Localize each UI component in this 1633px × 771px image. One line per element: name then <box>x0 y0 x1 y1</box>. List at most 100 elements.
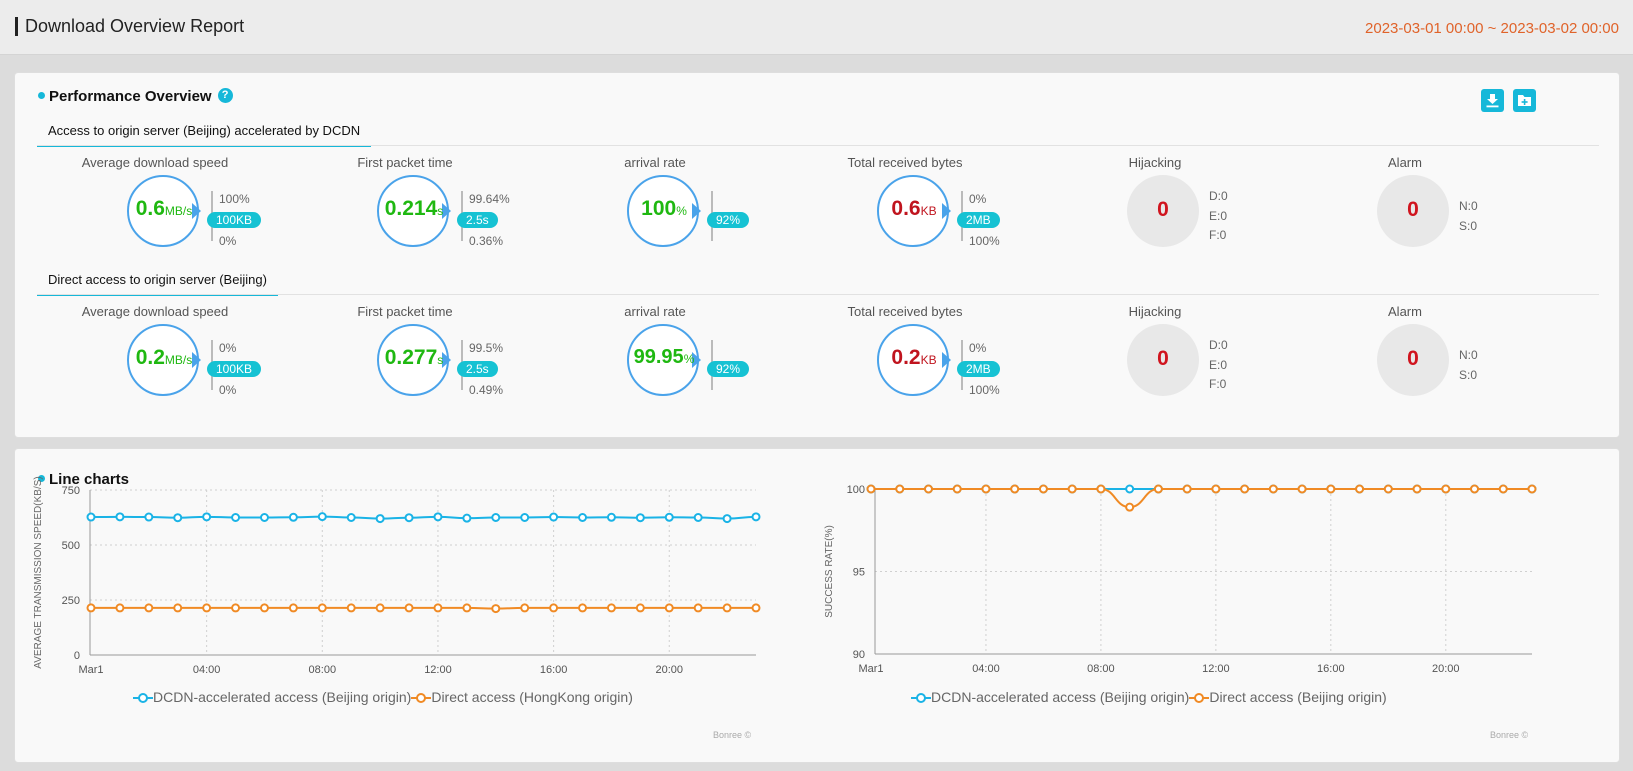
data-point <box>1326 484 1336 494</box>
metric-alarm: Alarm 0 N:0 S:0 <box>1315 304 1575 424</box>
pct-above: 0% <box>219 341 237 355</box>
data-point <box>346 603 356 613</box>
first-packet-gauge: 0.277s <box>377 324 453 400</box>
data-point <box>549 512 559 522</box>
data-point <box>1355 484 1365 494</box>
pct-below: 0% <box>219 383 237 397</box>
section-title-text: Line charts <box>49 471 130 488</box>
hijacking-e: E:0 <box>1209 357 1228 372</box>
data-point <box>259 513 269 522</box>
x-tick-label: 20:00 <box>655 664 683 676</box>
data-point <box>404 603 414 613</box>
success-rate-line-chart: 90 95 100 Mar1 04:00 08:00 12:00 16:00 20:00 SUCC… <box>805 449 1621 764</box>
metric-label: arrival rate <box>624 304 686 319</box>
gauge-number: 0.6 <box>135 197 165 220</box>
alarm-s: S:0 <box>1459 367 1478 382</box>
metric-first-packet-time: First packet time 0.214s 99.64% 2.5s 0.3… <box>315 155 575 275</box>
data-point <box>722 514 732 524</box>
metric-label: Total received bytes <box>847 155 963 170</box>
data-point <box>491 604 501 614</box>
metric-label: Alarm <box>1388 155 1422 170</box>
x-tick-label: 12:00 <box>1202 663 1230 675</box>
threshold-pill: 100KB <box>207 212 262 228</box>
data-point <box>202 603 212 613</box>
data-point <box>231 603 241 613</box>
legend-item[interactable]: DCDN-accelerated access (Beijing origin) <box>911 689 1189 705</box>
x-tick-label: 04:00 <box>972 663 1000 675</box>
legend-item[interactable]: Direct access (Beijing origin) <box>1189 689 1387 705</box>
y-axis-label: AVERAGE TRANSMISSION SPEED(KB/S) <box>33 476 44 668</box>
gauge-unit: s <box>437 353 444 367</box>
series-line-orange <box>870 488 1532 509</box>
pct-above: 0% <box>969 341 987 355</box>
hijacking-e: E:0 <box>1209 208 1228 223</box>
data-point <box>1498 484 1508 494</box>
threshold-pill: 2.5s <box>457 361 498 377</box>
metric-hijacking: Hijacking 0 D:0 E:0 F:0 <box>1065 155 1325 275</box>
alarm-count: 0 <box>1407 198 1419 221</box>
metric-average-download-speed: Average download speed 0.2MB/s 0% 100KB … <box>65 304 325 424</box>
data-point <box>86 603 96 613</box>
tab-divider <box>37 145 1599 146</box>
chart-credit: Bonree © <box>713 730 752 740</box>
gauge-pointer <box>942 203 951 219</box>
metric-arrival-rate: arrival rate 99.95% 92% <box>565 304 825 424</box>
download-button[interactable] <box>1481 89 1504 112</box>
hijacking-d: D:0 <box>1209 189 1228 203</box>
arrival-gauge: 99.95% <box>627 324 703 400</box>
gauge-unit: % <box>676 204 687 218</box>
x-tick-label: 08:00 <box>309 664 337 676</box>
data-point <box>259 603 269 613</box>
data-point <box>1153 484 1163 494</box>
gauge-circle <box>627 324 699 396</box>
gauge-pointer <box>192 352 201 368</box>
performance-overview-panel: Performance Overview? Access to origin s… <box>14 72 1620 438</box>
tab-dcdn-accelerated[interactable]: Access to origin server (Beijing) accele… <box>37 120 372 147</box>
alarm-breakdown: N:0 S:0 <box>1459 197 1478 236</box>
metric-hijacking: Hijacking 0 D:0 E:0 F:0 <box>1065 304 1325 424</box>
export-button[interactable] <box>1513 89 1536 112</box>
help-icon[interactable]: ? <box>217 87 233 103</box>
chart-credit: Bonree © <box>1490 730 1529 740</box>
legend-marker-icon <box>911 693 931 704</box>
legend-label: DCDN-accelerated access (Beijing origin) <box>153 689 412 705</box>
gauge-unit: % <box>683 352 695 366</box>
data-point <box>578 513 588 522</box>
data-point <box>664 512 674 522</box>
x-tick-label: 08:00 <box>1087 663 1115 675</box>
data-point <box>173 603 183 613</box>
tab-direct-access[interactable]: Direct access to origin server (Beijing) <box>37 269 278 296</box>
gauge-number: 0.2 <box>135 346 165 369</box>
speed-line-chart: 0 250 500 750 Mar1 04:00 08:00 12:00 16:00 20:00 A… <box>15 449 805 764</box>
metric-first-packet-time: First packet time 0.277s 99.5% 2.5s 0.49… <box>315 304 575 424</box>
metric-label: First packet time <box>357 155 453 170</box>
threshold-pill: 2MB <box>957 361 1000 377</box>
pct-above: 99.5% <box>469 341 504 355</box>
data-point <box>346 513 356 522</box>
alarm-n: N:0 <box>1459 348 1478 362</box>
alarm-circle: 0 <box>1377 175 1449 247</box>
data-point <box>606 603 616 613</box>
data-point <box>751 603 761 613</box>
gauge-pointer <box>692 203 701 219</box>
date-range-selector[interactable]: 2023-03-01 00:00 ~ 2023-03-02 00:00 <box>1365 20 1619 37</box>
y-tick-label: 90 <box>853 649 865 661</box>
gauge-unit: s <box>437 204 444 218</box>
series-line-blue <box>90 515 757 520</box>
gauge-pointer <box>442 203 451 219</box>
data-point <box>115 512 125 522</box>
data-point <box>1010 484 1020 494</box>
data-point <box>202 512 212 522</box>
gauge-value: 0.2KB <box>877 346 951 370</box>
tab-divider <box>37 294 1599 295</box>
data-point <box>520 603 530 613</box>
metric-label: Alarm <box>1388 304 1422 319</box>
hijacking-f: F:0 <box>1209 377 1227 391</box>
legend-label: Direct access (Beijing origin) <box>1209 689 1387 705</box>
legend-item[interactable]: Direct access (HongKong origin) <box>411 689 633 705</box>
metric-total-received-bytes: Total received bytes 0.2KB 0% 2MB 100% <box>815 304 1075 424</box>
threshold-pill: 2.5s <box>457 212 498 228</box>
hijacking-count: 0 <box>1157 198 1169 221</box>
data-point <box>1470 484 1480 494</box>
legend-item[interactable]: DCDN-accelerated access (Beijing origin) <box>133 689 411 705</box>
